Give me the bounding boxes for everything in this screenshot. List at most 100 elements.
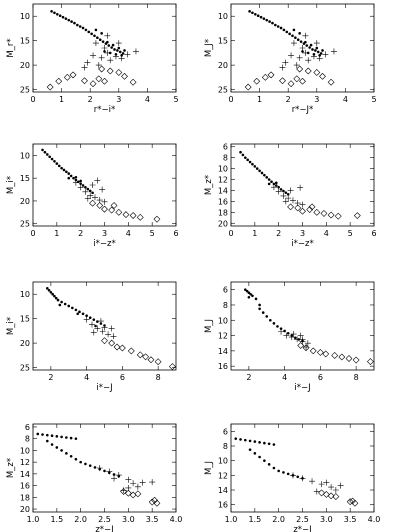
data-point-dot	[91, 191, 94, 195]
y-tick-label: 16	[218, 501, 228, 510]
y-tick-label: 10	[20, 12, 30, 21]
y-tick-label: 8	[223, 154, 228, 163]
plot-frame	[32, 3, 177, 93]
data-point-plus	[280, 192, 287, 199]
data-point-diamond	[309, 347, 317, 355]
data-point-plus	[328, 484, 335, 491]
x-tick-label: 8	[156, 373, 161, 382]
x-tick-label: 1	[252, 229, 257, 238]
data-point-plus	[294, 336, 301, 343]
y-tick-label: 15	[218, 37, 228, 46]
data-point-dot	[292, 28, 296, 32]
data-point-dot	[113, 48, 116, 51]
data-point-dot	[308, 46, 311, 49]
data-point-diamond	[353, 212, 361, 220]
data-point-diamond	[261, 73, 269, 81]
data-point-plus	[84, 195, 91, 202]
data-point-plus	[289, 472, 296, 479]
data-point-plus	[90, 329, 97, 336]
data-point-plus	[92, 40, 99, 47]
data-point-plus	[293, 62, 300, 69]
data-point-dot	[282, 471, 285, 474]
data-point-dot	[316, 50, 320, 54]
y-tick-label: 20	[20, 61, 30, 70]
data-point-diamond	[313, 208, 321, 216]
data-point-dot	[258, 455, 261, 459]
data-point-diamond	[101, 337, 108, 345]
data-point-dot	[73, 21, 76, 25]
data-point-dot	[110, 46, 113, 49]
data-point-plus	[285, 195, 292, 202]
x-axis-label: z*−J	[293, 525, 311, 532]
data-point-dot	[272, 182, 276, 186]
data-point-plus	[288, 334, 295, 341]
data-point-dot	[241, 153, 245, 157]
x-tick-label: 2.0	[272, 515, 285, 524]
plot-frame	[230, 423, 375, 513]
data-point-plus	[288, 52, 295, 59]
data-point-diamond	[332, 493, 340, 501]
y-tick-label: 18	[20, 493, 30, 502]
x-axis-label: r*−J*	[292, 105, 314, 115]
data-point-plus	[94, 177, 101, 184]
data-point-dot	[239, 438, 242, 441]
y-axis-label: M_z*	[204, 175, 214, 195]
data-point-plus	[82, 188, 89, 195]
data-point-diamond	[287, 80, 295, 88]
data-point-dot	[90, 32, 93, 36]
data-point-dot	[276, 325, 279, 328]
data-point-dot	[262, 17, 266, 20]
data-point-plus	[318, 481, 325, 488]
y-tick-label: 14	[218, 186, 228, 195]
data-point-dot	[67, 176, 71, 180]
data-point-dot	[277, 469, 280, 473]
data-point-dot	[67, 172, 71, 175]
data-point-dot	[46, 439, 49, 443]
y-tick-label: 8	[25, 435, 30, 444]
data-point-dot	[298, 32, 301, 35]
data-point-dot	[261, 311, 265, 314]
data-point-dot	[121, 52, 125, 55]
y-tick-label: 25	[20, 220, 30, 229]
data-point-plus	[94, 325, 101, 332]
y-tick-label: 16	[218, 197, 228, 206]
x-tick-label: 6	[173, 229, 178, 238]
x-tick-label: 0	[228, 229, 233, 238]
data-point-plus	[111, 475, 118, 482]
data-point-dot	[67, 304, 71, 308]
x-tick-label: 3	[102, 229, 107, 238]
plot-frame	[230, 3, 375, 93]
data-point-dot	[49, 290, 53, 294]
data-point-dot	[270, 180, 273, 184]
data-point-diamond	[147, 356, 155, 364]
data-point-plus	[330, 48, 337, 55]
data-point-dot	[79, 182, 82, 185]
y-tick-label: 14	[20, 470, 30, 479]
y-axis-label: M_J*	[204, 39, 214, 57]
data-point-diamond	[302, 344, 310, 352]
data-point-diamond	[129, 212, 137, 219]
data-point-dot	[79, 460, 82, 464]
y-tick-label: 10	[20, 290, 30, 299]
data-point-dot	[296, 475, 300, 479]
data-point-dot	[55, 446, 59, 449]
data-point-plus	[149, 479, 156, 486]
data-point-dot	[92, 318, 96, 321]
y-tick-label: 10	[218, 165, 228, 174]
data-point-plus	[91, 194, 98, 201]
x-tick-label: 2.5	[296, 515, 309, 524]
data-point-dot	[296, 38, 300, 41]
y-tick-label: 16	[218, 362, 228, 371]
data-point-dot	[234, 437, 238, 440]
data-point-plus	[132, 48, 139, 55]
data-point-dot	[272, 466, 276, 470]
y-tick-label: 10	[20, 446, 30, 455]
data-point-dot	[69, 174, 73, 178]
data-point-dot	[112, 473, 116, 476]
data-point-dot	[50, 434, 54, 438]
data-point-dot	[61, 15, 65, 19]
data-point-dot	[53, 11, 56, 15]
x-tick-label: 2.5	[98, 515, 111, 524]
x-tick-label: 5	[348, 229, 353, 238]
